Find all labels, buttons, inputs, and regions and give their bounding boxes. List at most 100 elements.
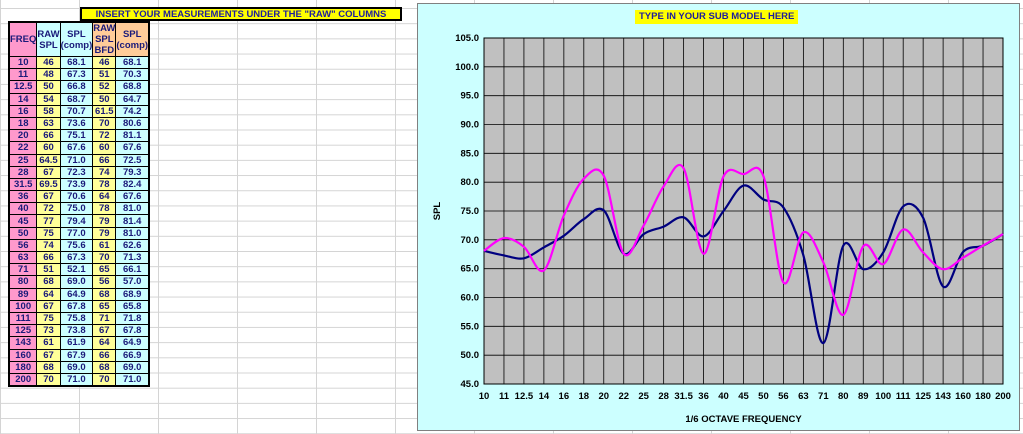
cell-spl-comp[interactable]: 67.6	[59, 141, 94, 155]
cell-raw-spl[interactable]: 75	[36, 226, 61, 240]
cell-raw-spl-bfd[interactable]: 79	[92, 226, 117, 240]
cell-raw-spl[interactable]: 67	[36, 299, 61, 313]
cell-raw-spl[interactable]: 58	[36, 104, 61, 118]
cell-freq[interactable]: 56	[8, 238, 38, 253]
cell-spl-comp-bfd[interactable]: 71.3	[115, 250, 150, 265]
cell-spl-comp[interactable]: 70.7	[59, 104, 94, 118]
cell-spl-comp[interactable]: 67.3	[59, 250, 94, 265]
cell-raw-spl[interactable]: 46	[36, 55, 61, 70]
cell-spl-comp[interactable]: 71.0	[59, 372, 94, 387]
cell-freq[interactable]: 36	[8, 190, 38, 204]
cell-freq[interactable]: 18	[8, 116, 38, 131]
cell-freq[interactable]: 12.5	[8, 80, 38, 94]
cell-raw-spl-bfd[interactable]: 74	[92, 165, 117, 179]
cell-freq[interactable]: 20	[8, 129, 38, 143]
cell-freq[interactable]: 50	[8, 226, 38, 240]
chart-title[interactable]: TYPE IN YOUR SUB MODEL HERE	[635, 10, 799, 24]
cell-raw-spl-bfd[interactable]: 61	[92, 238, 117, 253]
cell-raw-spl-bfd[interactable]: 60	[92, 141, 117, 155]
cell-freq[interactable]: 200	[8, 372, 38, 387]
cell-raw-spl[interactable]: 51	[36, 263, 61, 277]
cell-freq[interactable]: 125	[8, 324, 38, 338]
cell-spl-comp-bfd[interactable]: 62.6	[115, 238, 150, 253]
cell-raw-spl-bfd[interactable]: 68	[92, 360, 117, 374]
header-spl-comp-bfd[interactable]: SPL (comp)	[115, 21, 150, 57]
cell-spl-comp[interactable]: 75.1	[59, 129, 94, 143]
cell-spl-comp-bfd[interactable]: 67.8	[115, 324, 150, 338]
cell-raw-spl-bfd[interactable]: 61.5	[92, 104, 117, 118]
cell-freq[interactable]: 22	[8, 141, 38, 155]
cell-raw-spl[interactable]: 61	[36, 336, 61, 350]
cell-freq[interactable]: 28	[8, 165, 38, 179]
cell-raw-spl[interactable]: 67	[36, 190, 61, 204]
cell-freq[interactable]: 14	[8, 92, 38, 106]
cell-raw-spl-bfd[interactable]: 67	[92, 324, 117, 338]
cell-raw-spl[interactable]: 67	[36, 348, 61, 362]
cell-freq[interactable]: 143	[8, 336, 38, 350]
header-raw-spl-bfd[interactable]: RAW SPL BFD	[92, 21, 117, 57]
header-raw-spl[interactable]: RAW SPL	[36, 21, 61, 57]
cell-spl-comp[interactable]: 69.0	[59, 360, 94, 374]
header-freq[interactable]: FREQ	[8, 21, 38, 57]
cell-raw-spl[interactable]: 63	[36, 116, 61, 131]
cell-freq[interactable]: 31.5	[8, 177, 38, 192]
cell-spl-comp-bfd[interactable]: 66.9	[115, 348, 150, 362]
cell-spl-comp-bfd[interactable]: 67.6	[115, 141, 150, 155]
cell-spl-comp[interactable]: 73.6	[59, 116, 94, 131]
cell-spl-comp-bfd[interactable]: 64.9	[115, 336, 150, 350]
cell-spl-comp-bfd[interactable]: 70.3	[115, 68, 150, 82]
cell-raw-spl[interactable]: 68	[36, 360, 61, 374]
cell-spl-comp-bfd[interactable]: 80.6	[115, 116, 150, 131]
cell-raw-spl-bfd[interactable]: 66	[92, 153, 117, 167]
cell-raw-spl[interactable]: 66	[36, 129, 61, 143]
cell-raw-spl-bfd[interactable]: 68	[92, 287, 117, 301]
cell-spl-comp[interactable]: 70.6	[59, 190, 94, 204]
cell-spl-comp[interactable]: 69.0	[59, 275, 94, 289]
cell-spl-comp[interactable]: 68.1	[59, 55, 94, 70]
cell-freq[interactable]: 180	[8, 360, 38, 374]
cell-freq[interactable]: 25	[8, 153, 38, 167]
cell-spl-comp-bfd[interactable]: 81.0	[115, 202, 150, 216]
cell-spl-comp-bfd[interactable]: 57.0	[115, 275, 150, 289]
cell-raw-spl-bfd[interactable]: 56	[92, 275, 117, 289]
cell-spl-comp-bfd[interactable]: 74.2	[115, 104, 150, 118]
cell-freq[interactable]: 10	[8, 55, 38, 70]
cell-spl-comp-bfd[interactable]: 67.6	[115, 190, 150, 204]
cell-spl-comp[interactable]: 75.6	[59, 238, 94, 253]
cell-freq[interactable]: 100	[8, 299, 38, 313]
cell-raw-spl[interactable]: 60	[36, 141, 61, 155]
cell-spl-comp-bfd[interactable]: 69.0	[115, 360, 150, 374]
cell-raw-spl-bfd[interactable]: 79	[92, 214, 117, 228]
cell-spl-comp[interactable]: 75.0	[59, 202, 94, 216]
cell-raw-spl-bfd[interactable]: 46	[92, 55, 117, 70]
cell-freq[interactable]: 160	[8, 348, 38, 362]
cell-spl-comp[interactable]: 67.9	[59, 348, 94, 362]
cell-raw-spl-bfd[interactable]: 50	[92, 92, 117, 106]
cell-raw-spl[interactable]: 70	[36, 372, 61, 387]
cell-freq[interactable]: 89	[8, 287, 38, 301]
cell-raw-spl-bfd[interactable]: 64	[92, 336, 117, 350]
cell-spl-comp[interactable]: 77.0	[59, 226, 94, 240]
cell-raw-spl-bfd[interactable]: 52	[92, 80, 117, 94]
cell-raw-spl-bfd[interactable]: 72	[92, 129, 117, 143]
cell-spl-comp[interactable]: 71.0	[59, 153, 94, 167]
cell-freq[interactable]: 11	[8, 68, 38, 82]
cell-raw-spl[interactable]: 50	[36, 80, 61, 94]
cell-spl-comp-bfd[interactable]: 68.1	[115, 55, 150, 70]
cell-raw-spl-bfd[interactable]: 71	[92, 311, 117, 326]
cell-freq[interactable]: 71	[8, 263, 38, 277]
cell-raw-spl[interactable]: 77	[36, 214, 61, 228]
cell-raw-spl-bfd[interactable]: 70	[92, 372, 117, 387]
cell-spl-comp[interactable]: 72.3	[59, 165, 94, 179]
cell-spl-comp[interactable]: 75.8	[59, 311, 94, 326]
cell-spl-comp-bfd[interactable]: 65.8	[115, 299, 150, 313]
cell-spl-comp[interactable]: 52.1	[59, 263, 94, 277]
cell-freq[interactable]: 45	[8, 214, 38, 228]
cell-spl-comp-bfd[interactable]: 68.8	[115, 80, 150, 94]
cell-spl-comp-bfd[interactable]: 66.1	[115, 263, 150, 277]
cell-spl-comp-bfd[interactable]: 68.9	[115, 287, 150, 301]
cell-spl-comp-bfd[interactable]: 64.7	[115, 92, 150, 106]
cell-spl-comp[interactable]: 66.8	[59, 80, 94, 94]
cell-spl-comp-bfd[interactable]: 72.5	[115, 153, 150, 167]
cell-spl-comp-bfd[interactable]: 71.0	[115, 372, 150, 387]
